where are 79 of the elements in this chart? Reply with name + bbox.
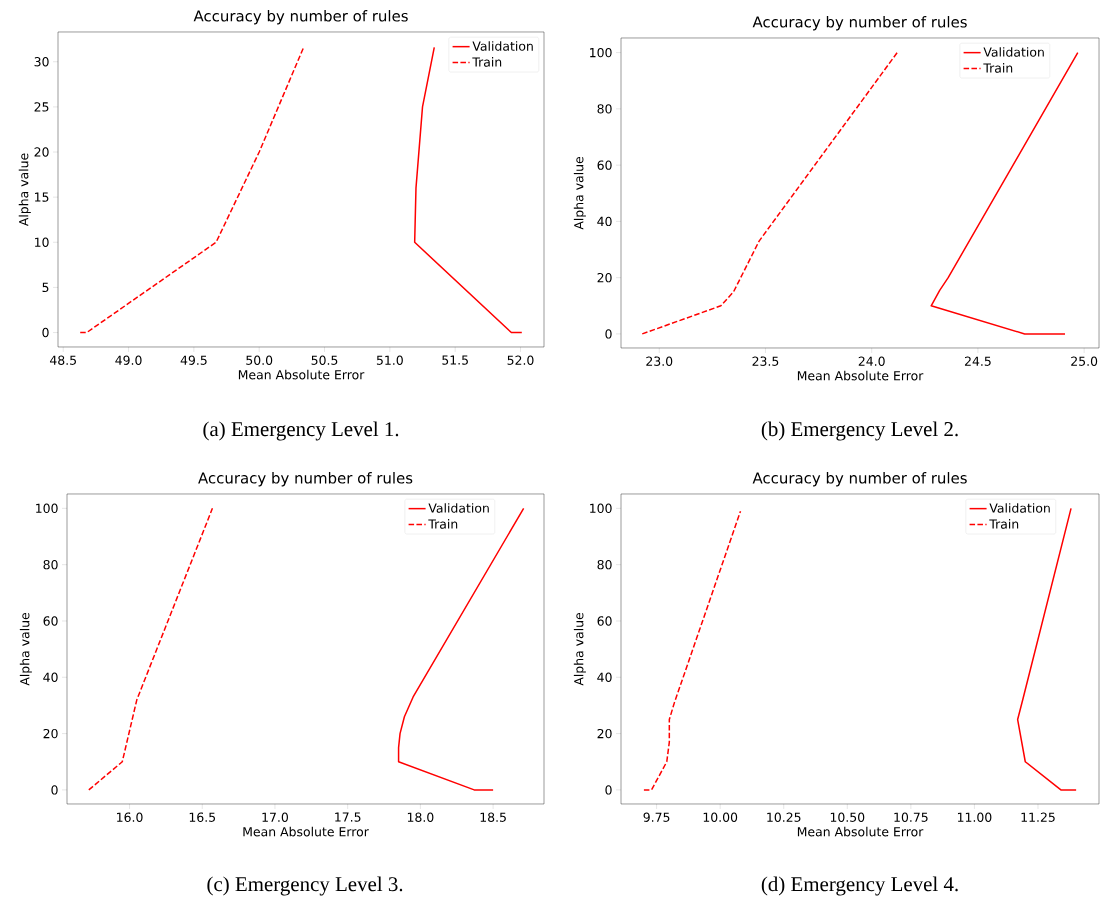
legend-label: Train (983, 63, 1013, 73)
y-tick-label: 100 (590, 47, 612, 58)
line-series (643, 510, 742, 791)
legend-label: Validation (472, 41, 533, 51)
x-tick-label: 49.0 (115, 355, 142, 365)
y-tick-label: 30 (34, 57, 49, 67)
y-tick-label: 0 (51, 785, 58, 795)
x-tick-label: 17.0 (262, 812, 288, 822)
x-tick-label: 11.00 (957, 812, 992, 822)
x-tick-label: 16.0 (117, 812, 143, 822)
legend-label: Validation (428, 503, 489, 513)
y-tick-label: 60 (597, 616, 612, 626)
y-tick-label: 0 (605, 785, 612, 795)
x-tick-label: 52.0 (507, 355, 534, 365)
y-tick-label: 40 (597, 216, 612, 227)
y-tick-label: 25 (34, 102, 49, 112)
chart-title: Accuracy by number of rules (752, 16, 967, 31)
y-tick-label: 80 (597, 559, 612, 570)
y-axis-title: Alpha value (19, 612, 32, 686)
x-tick-label: 24.5 (964, 356, 991, 366)
y-axis-title: Alpha value (573, 612, 586, 686)
x-tick-label: 25.0 (1071, 356, 1098, 366)
text: (a) Emergency Level 1. (203, 421, 399, 441)
y-tick-label: 100 (590, 503, 612, 514)
x-tick-label: 50.5 (311, 355, 338, 365)
x-tick-label: 16.5 (189, 812, 216, 822)
x-tick-label: 50.0 (246, 355, 273, 365)
text: (c) Emergency Level 3. (207, 876, 403, 896)
y-tick-label: 20 (34, 147, 49, 157)
y-axis-title: Alpha value (18, 153, 31, 227)
chart-title: Accuracy by number of rules (752, 472, 967, 487)
y-tick-label: 5 (42, 282, 49, 293)
x-tick-label: 17.5 (335, 812, 361, 822)
x-tick-label: 11.25 (1021, 812, 1055, 822)
x-tick-label: 48.5 (49, 355, 76, 365)
y-tick-label: 40 (597, 672, 612, 682)
chart-title: Accuracy by number of rules (198, 472, 413, 487)
x-tick-label: 18.0 (407, 812, 434, 822)
y-tick-label: 40 (43, 672, 58, 682)
x-tick-label: 23.5 (752, 356, 779, 366)
x-tick-label: 51.0 (376, 355, 403, 365)
legend-label: Train (428, 519, 458, 529)
x-axis-title: Mean Absolute Error (797, 826, 924, 837)
y-axis-title: Alpha value (573, 156, 586, 230)
y-tick-label: 15 (35, 192, 49, 202)
chart-title: Accuracy by number of rules (193, 10, 408, 25)
text: (d) Emergency Level 4. (761, 876, 958, 896)
x-tick-label: 10.75 (894, 812, 928, 822)
x-tick-label: 10.50 (830, 812, 865, 822)
legend-label: Validation (989, 503, 1050, 513)
x-tick-label: 24.0 (858, 356, 885, 366)
y-tick-label: 100 (36, 503, 58, 514)
legend-label: Train (472, 57, 502, 67)
x-tick-label: 18.5 (480, 812, 506, 822)
x-axis-title: Mean Absolute Error (797, 370, 924, 381)
x-tick-label: 10.25 (767, 812, 801, 822)
x-axis-title: Mean Absolute Error (243, 826, 369, 837)
legend-label: Validation (983, 47, 1044, 57)
x-tick-label: 23.0 (646, 356, 673, 366)
y-tick-label: 80 (43, 559, 58, 570)
y-tick-label: 0 (42, 327, 49, 338)
x-axis-title: Mean Absolute Error (238, 369, 365, 380)
y-tick-label: 80 (597, 104, 612, 114)
y-tick-label: 20 (43, 728, 58, 739)
line-series (88, 507, 214, 791)
y-tick-label: 10 (35, 237, 49, 247)
x-tick-label: 51.5 (442, 355, 468, 365)
x-tick-label: 9.75 (643, 812, 670, 822)
y-tick-label: 60 (597, 160, 612, 170)
x-tick-label: 49.5 (180, 355, 207, 365)
line-series (641, 51, 898, 335)
y-tick-label: 0 (605, 329, 612, 339)
y-tick-label: 20 (597, 728, 612, 739)
y-tick-label: 60 (43, 616, 58, 626)
text: (b) Emergency Level 2. (761, 421, 958, 441)
y-tick-label: 20 (597, 272, 612, 283)
legend-label: Train (989, 519, 1019, 529)
line-series (79, 46, 305, 334)
x-tick-label: 10.00 (703, 812, 738, 822)
